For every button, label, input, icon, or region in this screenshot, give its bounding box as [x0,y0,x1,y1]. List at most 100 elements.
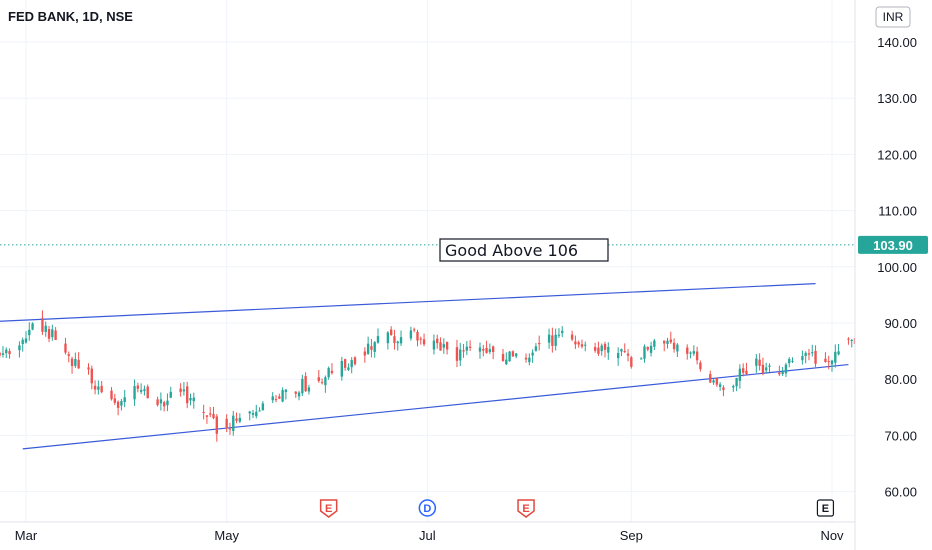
candle[interactable] [788,357,791,368]
candle[interactable] [768,363,771,372]
candle[interactable] [531,349,534,363]
candle[interactable] [511,350,515,357]
candle[interactable] [686,344,689,360]
candle[interactable] [465,341,469,356]
candle[interactable] [343,358,347,371]
candle[interactable] [807,348,811,361]
candle[interactable] [551,327,554,353]
candle[interactable] [31,322,34,331]
candle[interactable] [824,352,827,363]
candle[interactable] [834,344,837,368]
trendline-upper[interactable] [0,283,816,322]
candle[interactable] [353,356,357,366]
candle[interactable] [436,334,439,349]
candle[interactable] [439,337,442,351]
candle[interactable] [462,343,465,358]
candle[interactable] [169,386,172,399]
event-dividend-marker[interactable]: D [418,499,437,517]
candle[interactable] [143,385,146,396]
candle[interactable] [77,352,80,369]
candle[interactable] [228,422,232,435]
candle[interactable] [330,363,334,375]
candle[interactable] [791,357,794,364]
candle[interactable] [238,413,242,424]
candle[interactable] [41,310,44,335]
candle[interactable] [0,352,1,358]
candle[interactable] [623,343,626,353]
candle[interactable] [692,345,696,356]
candle[interactable] [784,362,788,377]
candle[interactable] [718,382,722,391]
candle[interactable] [603,341,607,358]
candle[interactable] [271,392,274,404]
candle[interactable] [162,400,166,412]
candle[interactable] [386,331,390,350]
candle[interactable] [482,344,485,357]
candle[interactable] [376,328,380,344]
candle[interactable] [235,412,238,424]
price-axis[interactable] [855,0,932,550]
candle[interactable] [261,401,265,411]
candle[interactable] [574,335,577,349]
candle[interactable] [100,381,103,394]
candle[interactable] [67,351,70,363]
candle[interactable] [804,351,807,364]
candle[interactable] [281,387,284,403]
candle[interactable] [689,351,692,359]
candle[interactable] [396,340,399,351]
candle[interactable] [350,357,353,374]
candle[interactable] [442,338,445,354]
candle[interactable] [409,326,413,341]
candle[interactable] [255,404,258,419]
candle[interactable] [534,343,538,352]
candle[interactable] [113,393,117,405]
candle[interactable] [159,392,163,411]
candle[interactable] [373,341,376,358]
candle[interactable] [123,389,126,408]
candle[interactable] [738,364,742,389]
candle[interactable] [570,330,574,342]
candle[interactable] [251,409,255,419]
candle[interactable] [491,345,495,360]
candle[interactable] [248,410,251,421]
candle[interactable] [274,395,278,403]
candle[interactable] [97,380,100,395]
candle[interactable] [577,340,580,348]
candle[interactable] [294,391,297,398]
candle[interactable] [699,360,702,372]
candle[interactable] [745,362,748,375]
candle[interactable] [278,393,281,400]
candle[interactable] [765,362,768,373]
candle[interactable] [616,347,620,366]
candle[interactable] [419,336,422,345]
event-earnings-marker[interactable]: E [319,499,338,518]
candle[interactable] [643,344,646,363]
candle[interactable] [5,347,8,359]
candle[interactable] [538,335,541,351]
candle[interactable] [74,352,77,368]
candle[interactable] [1,346,5,358]
candle[interactable] [508,351,511,362]
candle[interactable] [735,377,738,392]
candle[interactable] [505,352,508,366]
candle[interactable] [116,400,120,416]
candle[interactable] [232,410,235,436]
candle[interactable] [432,334,436,355]
candle[interactable] [205,415,209,424]
candle[interactable] [732,384,735,392]
candle[interactable] [363,347,367,363]
candle[interactable] [755,353,758,373]
candle[interactable] [640,357,643,360]
candle[interactable] [416,329,419,347]
candle[interactable] [189,393,192,406]
candle[interactable] [712,379,715,385]
currency-button[interactable]: INR [875,6,911,28]
candle[interactable] [669,331,672,344]
candle[interactable] [47,325,51,343]
candle[interactable] [156,396,159,407]
candle[interactable] [413,327,416,333]
candle[interactable] [672,338,676,353]
trendline-lower[interactable] [22,363,849,450]
candle[interactable] [307,384,311,395]
event-earnings-marker[interactable]: E [816,499,835,517]
